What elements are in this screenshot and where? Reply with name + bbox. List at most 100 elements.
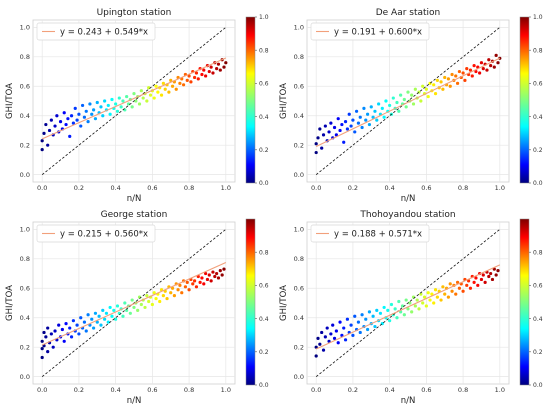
- scatter-point: [457, 69, 462, 74]
- scatter-point: [88, 102, 92, 106]
- scatter-point: [80, 103, 85, 108]
- scatter-point: [349, 124, 353, 128]
- scatter-point: [211, 270, 215, 274]
- scatter-point: [40, 139, 44, 143]
- scatter-point: [108, 305, 112, 310]
- reference-line: [315, 229, 501, 377]
- scatter-point: [419, 292, 423, 296]
- scatter-point: [215, 271, 219, 276]
- scatter-point: [424, 87, 428, 91]
- y-axis-label: GHI/TOA: [279, 83, 289, 119]
- x-tick-label: 0.0: [37, 184, 47, 192]
- scatter-point: [343, 338, 348, 342]
- scatter-point: [75, 118, 79, 122]
- scatter-point: [318, 127, 322, 131]
- scatter-point: [222, 65, 226, 69]
- scatter-point: [454, 74, 458, 78]
- scatter-point: [419, 99, 423, 103]
- scatter-point: [185, 78, 189, 82]
- scatter-point: [443, 75, 447, 80]
- scatter-point: [62, 339, 66, 343]
- scatter-point: [316, 336, 320, 340]
- scatter-point: [364, 118, 368, 122]
- scatter-point: [79, 124, 83, 128]
- legend-box: [310, 224, 430, 243]
- scatter-point: [489, 64, 493, 68]
- scatter-point: [325, 326, 329, 330]
- scatter-point: [489, 271, 493, 276]
- scatter-point: [349, 323, 353, 327]
- scatter-point: [439, 80, 443, 84]
- x-axis-label: n/N: [401, 396, 416, 406]
- legend: y = 0.215 + 0.560*x: [36, 224, 156, 243]
- scatter-point: [77, 332, 81, 336]
- scatter-point: [430, 292, 434, 296]
- scatter-point: [189, 80, 193, 84]
- fit-line: [315, 57, 501, 148]
- colorbar-tick-label: 0.4: [533, 316, 543, 323]
- scatter-point: [446, 77, 450, 81]
- scatter-point: [338, 128, 342, 133]
- scatter-point: [99, 323, 103, 327]
- scatter-point: [366, 327, 370, 332]
- y-tick-label: 0.4: [294, 112, 304, 120]
- scatter-point: [358, 330, 362, 335]
- scatter-point: [397, 299, 401, 304]
- scatter-point: [432, 301, 436, 305]
- y-tick-label: 1.0: [294, 226, 304, 234]
- x-tick-label: 0.6: [421, 386, 431, 394]
- scatter-point: [77, 112, 81, 116]
- x-axis-label: n/N: [127, 396, 142, 406]
- scatter-point: [470, 74, 474, 78]
- colorbar-tick-label: 0.6: [533, 283, 543, 290]
- scatter-point: [391, 96, 395, 100]
- scatter-point: [334, 133, 338, 137]
- scatter-point: [220, 273, 224, 277]
- scatter-point: [340, 333, 344, 337]
- scatter-point: [178, 81, 182, 85]
- reference-line: [41, 229, 227, 377]
- scatter-point: [178, 283, 182, 287]
- scatter-point: [69, 335, 74, 339]
- colorbar-tick-label: 0.0: [533, 180, 543, 187]
- scatter-point: [369, 105, 373, 109]
- scatter-point: [92, 108, 96, 112]
- x-tick-label: 0.0: [311, 386, 321, 394]
- scatter-point: [106, 320, 110, 324]
- scatter-point: [380, 106, 384, 110]
- colorbar-tick-label: 1.0: [259, 14, 269, 21]
- scatter-point: [320, 146, 324, 150]
- colorbar: 0.0 0.2 0.4 0.6 0.8 1.0: [519, 14, 543, 187]
- panel-1: 0.0 0.2 0.4 0.6 0.8 1.0 0.0 0.2 0.4 0.6 0.8 1.0 y = …: [5, 8, 269, 204]
- scatter-point: [200, 276, 204, 280]
- scatter-point: [40, 148, 44, 152]
- scatter-point: [487, 274, 491, 279]
- scatter-point: [119, 105, 123, 109]
- scatter-point: [196, 77, 200, 81]
- colorbar-tick-label: 0.8: [259, 249, 269, 256]
- scatter-point: [154, 84, 158, 88]
- scatter-point: [55, 114, 59, 118]
- scatter-point: [90, 317, 94, 321]
- x-tick-label: 0.0: [37, 386, 47, 394]
- scatter-point: [353, 130, 357, 134]
- scatter-point: [174, 87, 178, 91]
- scatter-point: [53, 124, 57, 128]
- y-axis-label: GHI/TOA: [279, 285, 289, 321]
- scatter-point: [139, 302, 143, 307]
- scatter-point: [64, 322, 68, 326]
- scatter-point: [364, 317, 368, 321]
- y-tick-label: 0.4: [20, 314, 30, 322]
- scatter-point: [137, 102, 142, 106]
- colorbar-tick-label: 0.0: [259, 382, 269, 389]
- y-tick-label: 0.2: [294, 343, 304, 351]
- scatter-point: [68, 134, 72, 138]
- scatter-point: [69, 114, 74, 118]
- scatter-point: [161, 81, 165, 85]
- scatter-point: [215, 67, 219, 71]
- legend: y = 0.188 + 0.571*x: [310, 224, 430, 243]
- scatter-point: [180, 291, 184, 295]
- scatter-point: [382, 115, 386, 119]
- scatter-point: [455, 280, 460, 284]
- scatter-point: [46, 350, 50, 354]
